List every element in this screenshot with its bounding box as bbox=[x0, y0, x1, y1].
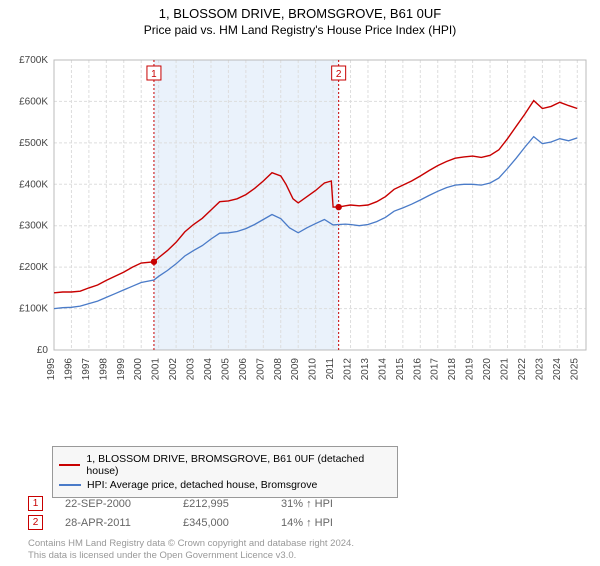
svg-text:2015: 2015 bbox=[395, 358, 406, 381]
svg-text:2001: 2001 bbox=[151, 358, 162, 381]
svg-text:2012: 2012 bbox=[343, 358, 354, 381]
sale-1-price: £212,995 bbox=[183, 498, 281, 510]
svg-text:1995: 1995 bbox=[46, 358, 57, 381]
svg-text:2024: 2024 bbox=[552, 358, 563, 381]
svg-text:2025: 2025 bbox=[569, 358, 580, 381]
legend-item-property: 1, BLOSSOM DRIVE, BROMSGROVE, B61 0UF (d… bbox=[59, 453, 391, 477]
svg-text:2004: 2004 bbox=[203, 358, 214, 381]
legend-label-hpi: HPI: Average price, detached house, Brom… bbox=[87, 479, 317, 491]
footer-line-2: This data is licensed under the Open Gov… bbox=[28, 550, 354, 562]
sale-marker-1-icon: 1 bbox=[28, 496, 43, 511]
svg-text:2021: 2021 bbox=[500, 358, 511, 381]
sale-marker-2-icon: 2 bbox=[28, 515, 43, 530]
svg-text:£100K: £100K bbox=[19, 304, 48, 315]
svg-text:2018: 2018 bbox=[447, 358, 458, 381]
svg-text:£200K: £200K bbox=[19, 262, 48, 273]
svg-text:1996: 1996 bbox=[63, 358, 74, 381]
sale-1-date: 22-SEP-2000 bbox=[65, 498, 183, 510]
svg-text:2010: 2010 bbox=[308, 358, 319, 381]
svg-text:2005: 2005 bbox=[220, 358, 231, 381]
svg-text:2000: 2000 bbox=[133, 358, 144, 381]
svg-text:2006: 2006 bbox=[238, 358, 249, 381]
svg-text:2002: 2002 bbox=[168, 358, 179, 381]
sale-row-1: 1 22-SEP-2000 £212,995 31% ↑ HPI bbox=[28, 496, 333, 511]
svg-text:2023: 2023 bbox=[534, 358, 545, 381]
svg-text:2020: 2020 bbox=[482, 358, 493, 381]
legend-label-property: 1, BLOSSOM DRIVE, BROMSGROVE, B61 0UF (d… bbox=[86, 453, 391, 477]
sale-2-date: 28-APR-2011 bbox=[65, 517, 183, 529]
svg-text:2019: 2019 bbox=[465, 358, 476, 381]
svg-text:2: 2 bbox=[336, 69, 342, 80]
sale-2-pct: 14% ↑ HPI bbox=[281, 517, 333, 529]
sale-1-pct: 31% ↑ HPI bbox=[281, 498, 333, 510]
svg-text:£0: £0 bbox=[37, 345, 49, 356]
svg-text:£700K: £700K bbox=[19, 55, 48, 66]
svg-text:2014: 2014 bbox=[377, 358, 388, 381]
chart-area: £0 £100K £200K £300K £400K £500K £600K £700K 199… bbox=[6, 50, 590, 406]
chart-subtitle: Price paid vs. HM Land Registry's House … bbox=[0, 23, 600, 37]
chart-svg: £0 £100K £200K £300K £400K £500K £600K £700K 199… bbox=[6, 50, 590, 406]
sale-row-2: 2 28-APR-2011 £345,000 14% ↑ HPI bbox=[28, 515, 333, 530]
legend-swatch-property bbox=[59, 464, 80, 466]
svg-text:1997: 1997 bbox=[81, 358, 92, 381]
svg-text:2009: 2009 bbox=[290, 358, 301, 381]
svg-text:2013: 2013 bbox=[360, 358, 371, 381]
svg-text:2008: 2008 bbox=[273, 358, 284, 381]
svg-text:£600K: £600K bbox=[19, 96, 48, 107]
chart-title: 1, BLOSSOM DRIVE, BROMSGROVE, B61 0UF bbox=[0, 6, 600, 21]
svg-text:2007: 2007 bbox=[255, 358, 266, 381]
svg-text:2003: 2003 bbox=[186, 358, 197, 381]
svg-text:£400K: £400K bbox=[19, 179, 48, 190]
svg-text:2017: 2017 bbox=[430, 358, 441, 381]
sale-2-price: £345,000 bbox=[183, 517, 281, 529]
svg-text:2016: 2016 bbox=[412, 358, 423, 381]
footer-line-1: Contains HM Land Registry data © Crown c… bbox=[28, 538, 354, 550]
svg-text:£300K: £300K bbox=[19, 221, 48, 232]
svg-text:2011: 2011 bbox=[325, 358, 336, 380]
svg-text:1998: 1998 bbox=[98, 358, 109, 381]
svg-text:£500K: £500K bbox=[19, 138, 48, 149]
legend-item-hpi: HPI: Average price, detached house, Brom… bbox=[59, 479, 391, 491]
legend: 1, BLOSSOM DRIVE, BROMSGROVE, B61 0UF (d… bbox=[52, 446, 398, 498]
legend-swatch-hpi bbox=[59, 484, 81, 486]
svg-text:2022: 2022 bbox=[517, 358, 528, 381]
svg-text:1999: 1999 bbox=[116, 358, 127, 381]
svg-text:1: 1 bbox=[151, 69, 157, 80]
sales-table: 1 22-SEP-2000 £212,995 31% ↑ HPI 2 28-AP… bbox=[28, 492, 333, 534]
footer: Contains HM Land Registry data © Crown c… bbox=[28, 538, 354, 562]
